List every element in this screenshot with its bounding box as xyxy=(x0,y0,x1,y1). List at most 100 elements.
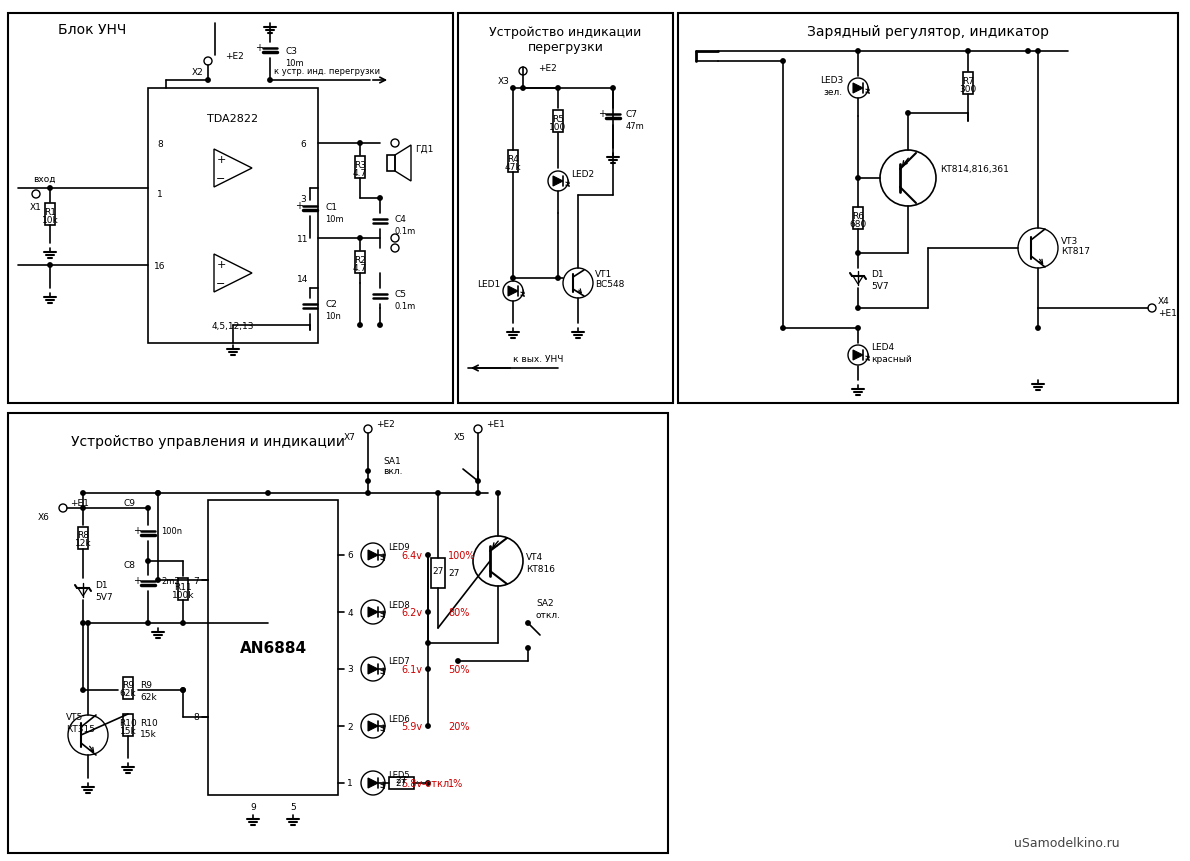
Text: вкл.: вкл. xyxy=(383,467,402,476)
Text: LED2: LED2 xyxy=(571,170,594,178)
Circle shape xyxy=(781,326,785,331)
Text: красный: красный xyxy=(871,354,912,363)
Text: X5: X5 xyxy=(455,433,466,442)
Bar xyxy=(387,156,395,172)
Text: 10n: 10n xyxy=(325,311,340,320)
Circle shape xyxy=(48,187,52,191)
Text: 8: 8 xyxy=(157,139,163,148)
Circle shape xyxy=(856,307,860,311)
Text: 15k: 15k xyxy=(140,729,157,739)
Text: 14: 14 xyxy=(298,274,308,283)
Circle shape xyxy=(856,251,860,256)
Text: R3: R3 xyxy=(353,160,367,170)
Text: 15k: 15k xyxy=(120,726,137,734)
Circle shape xyxy=(556,276,560,281)
Text: +: + xyxy=(217,154,226,164)
Text: 6.4v: 6.4v xyxy=(401,550,422,561)
Text: R8: R8 xyxy=(77,531,89,540)
Circle shape xyxy=(426,724,431,728)
Text: 1: 1 xyxy=(157,189,163,198)
Bar xyxy=(458,14,674,404)
Text: SA1: SA1 xyxy=(383,457,401,466)
Text: LED6: LED6 xyxy=(388,714,409,722)
Text: 4,5,12,13: 4,5,12,13 xyxy=(212,321,255,330)
Text: 12k: 12k xyxy=(75,539,92,548)
Circle shape xyxy=(426,553,431,558)
Text: зел.: зел. xyxy=(823,88,843,96)
Circle shape xyxy=(48,263,52,268)
Text: 4: 4 xyxy=(347,608,352,616)
Circle shape xyxy=(81,492,86,496)
Text: 62k: 62k xyxy=(120,689,137,697)
Text: LED5: LED5 xyxy=(388,771,409,779)
Text: Устройство управления и индикации: Устройство управления и индикации xyxy=(71,435,345,449)
Circle shape xyxy=(365,469,370,474)
Bar xyxy=(678,14,1178,404)
Circle shape xyxy=(377,324,382,328)
Text: КТ816: КТ816 xyxy=(526,564,555,573)
Polygon shape xyxy=(853,350,863,361)
Text: X3: X3 xyxy=(499,77,511,85)
Text: R11: R11 xyxy=(174,582,192,591)
Text: X6: X6 xyxy=(38,512,50,521)
Circle shape xyxy=(456,659,461,664)
Bar xyxy=(148,89,318,344)
Text: 100: 100 xyxy=(550,122,566,132)
Text: SA2: SA2 xyxy=(536,598,553,608)
Circle shape xyxy=(426,781,431,785)
Text: D1: D1 xyxy=(95,579,107,589)
Text: 4.7: 4.7 xyxy=(353,263,368,272)
Text: +: + xyxy=(217,259,226,269)
Text: 7: 7 xyxy=(193,576,199,585)
Text: 10m: 10m xyxy=(325,214,344,223)
Text: 62k: 62k xyxy=(140,693,157,702)
Text: R9: R9 xyxy=(123,681,134,690)
Circle shape xyxy=(556,87,560,91)
Circle shape xyxy=(206,78,211,84)
Text: 11: 11 xyxy=(298,234,308,243)
Circle shape xyxy=(268,78,273,84)
Text: 80%: 80% xyxy=(447,607,469,617)
Circle shape xyxy=(181,688,186,692)
Bar xyxy=(508,151,518,173)
Text: 680: 680 xyxy=(850,220,866,228)
Text: LED3: LED3 xyxy=(820,76,843,84)
Circle shape xyxy=(521,87,525,91)
Circle shape xyxy=(856,177,860,181)
Bar xyxy=(123,678,133,699)
Polygon shape xyxy=(853,84,863,94)
Text: +E2: +E2 xyxy=(376,419,395,428)
Circle shape xyxy=(426,610,431,615)
Text: перегрузки: перегрузки xyxy=(527,40,603,53)
Circle shape xyxy=(1035,326,1040,331)
Circle shape xyxy=(81,621,86,625)
Polygon shape xyxy=(79,588,88,597)
Circle shape xyxy=(526,646,531,650)
Circle shape xyxy=(81,688,86,692)
Circle shape xyxy=(856,50,860,54)
Text: C5: C5 xyxy=(394,289,406,298)
Circle shape xyxy=(156,492,161,496)
Text: R10: R10 xyxy=(119,718,137,727)
Text: 50%: 50% xyxy=(447,664,470,674)
Polygon shape xyxy=(368,550,378,561)
Text: 27: 27 xyxy=(432,566,444,575)
Text: C4: C4 xyxy=(394,214,406,223)
Circle shape xyxy=(476,492,481,496)
Polygon shape xyxy=(368,664,378,674)
Text: R2: R2 xyxy=(355,255,367,264)
Text: BC548: BC548 xyxy=(595,279,625,288)
Text: 5V7: 5V7 xyxy=(95,592,113,601)
Bar xyxy=(388,777,413,789)
Text: R7: R7 xyxy=(962,77,973,85)
Circle shape xyxy=(966,50,970,54)
Text: 47m: 47m xyxy=(626,121,645,130)
Text: вход: вход xyxy=(33,174,56,183)
Bar xyxy=(178,579,188,600)
Text: Блок УНЧ: Блок УНЧ xyxy=(58,23,126,37)
Text: TDA2822: TDA2822 xyxy=(207,114,258,124)
Bar xyxy=(8,14,453,404)
Circle shape xyxy=(426,667,431,672)
Polygon shape xyxy=(853,276,863,285)
Circle shape xyxy=(906,112,910,116)
